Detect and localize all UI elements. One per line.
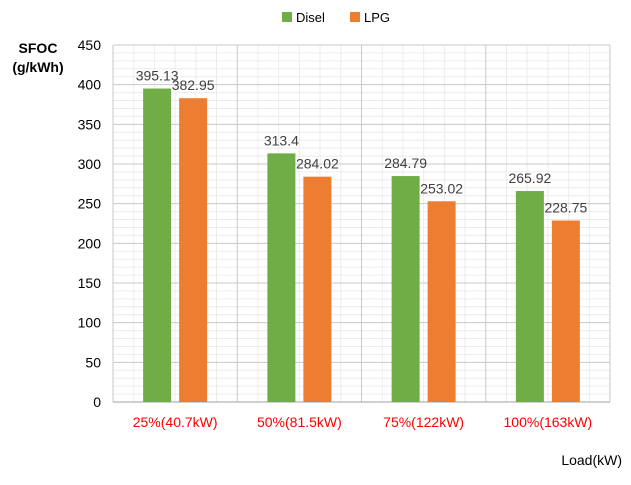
x-tick-label: 100%(163kW) <box>504 414 593 430</box>
data-label: 395.13 <box>136 68 179 84</box>
legend-label-lpg: LPG <box>364 10 390 25</box>
y-tick-label: 150 <box>78 275 102 291</box>
bar-disel <box>267 153 296 402</box>
y-tick-label: 350 <box>78 116 102 132</box>
data-label: 284.02 <box>296 156 339 172</box>
y-tick-label: 300 <box>78 156 102 172</box>
legend-label-disel: Disel <box>296 10 325 25</box>
legend-swatch-lpg <box>350 12 360 22</box>
bar-lpg <box>303 176 332 402</box>
data-label: 228.75 <box>544 200 587 216</box>
data-label: 313.4 <box>264 132 299 148</box>
y-tick-label: 400 <box>78 77 102 93</box>
data-label: 265.92 <box>508 170 551 186</box>
y-tick-label: 0 <box>93 394 101 410</box>
bar-lpg <box>427 201 456 402</box>
y-tick-label: 50 <box>85 354 101 370</box>
data-label: 382.95 <box>172 77 215 93</box>
bar-disel <box>515 191 544 402</box>
bars <box>143 88 580 403</box>
x-axis-label: Load(kW) <box>561 452 622 468</box>
legend: Disel LPG <box>282 10 390 25</box>
x-axis-ticks: 25%(40.7kW) 50%(81.5kW) 75%(122kW) 100%(163… <box>133 414 593 430</box>
y-tick-label: 250 <box>78 196 102 212</box>
y-axis-ticks: 0 50 100 150 200 250 300 350 400 450 <box>78 37 102 410</box>
y-tick-label: 100 <box>78 315 102 331</box>
y-tick-label: 450 <box>78 37 102 53</box>
y-axis-label-line2: (g/kWh) <box>12 59 63 75</box>
bar-lpg <box>179 98 208 403</box>
x-tick-label: 25%(40.7kW) <box>133 414 218 430</box>
data-label: 284.79 <box>384 155 427 171</box>
bar-disel <box>391 176 420 402</box>
x-tick-label: 50%(81.5kW) <box>257 414 342 430</box>
data-label: 253.02 <box>420 180 463 196</box>
x-tick-label: 75%(122kW) <box>383 414 464 430</box>
y-axis-label-line1: SFOC <box>19 40 58 56</box>
bar-disel <box>143 88 172 402</box>
bar-lpg <box>551 220 580 402</box>
legend-swatch-disel <box>282 12 292 22</box>
y-tick-label: 200 <box>78 235 102 251</box>
